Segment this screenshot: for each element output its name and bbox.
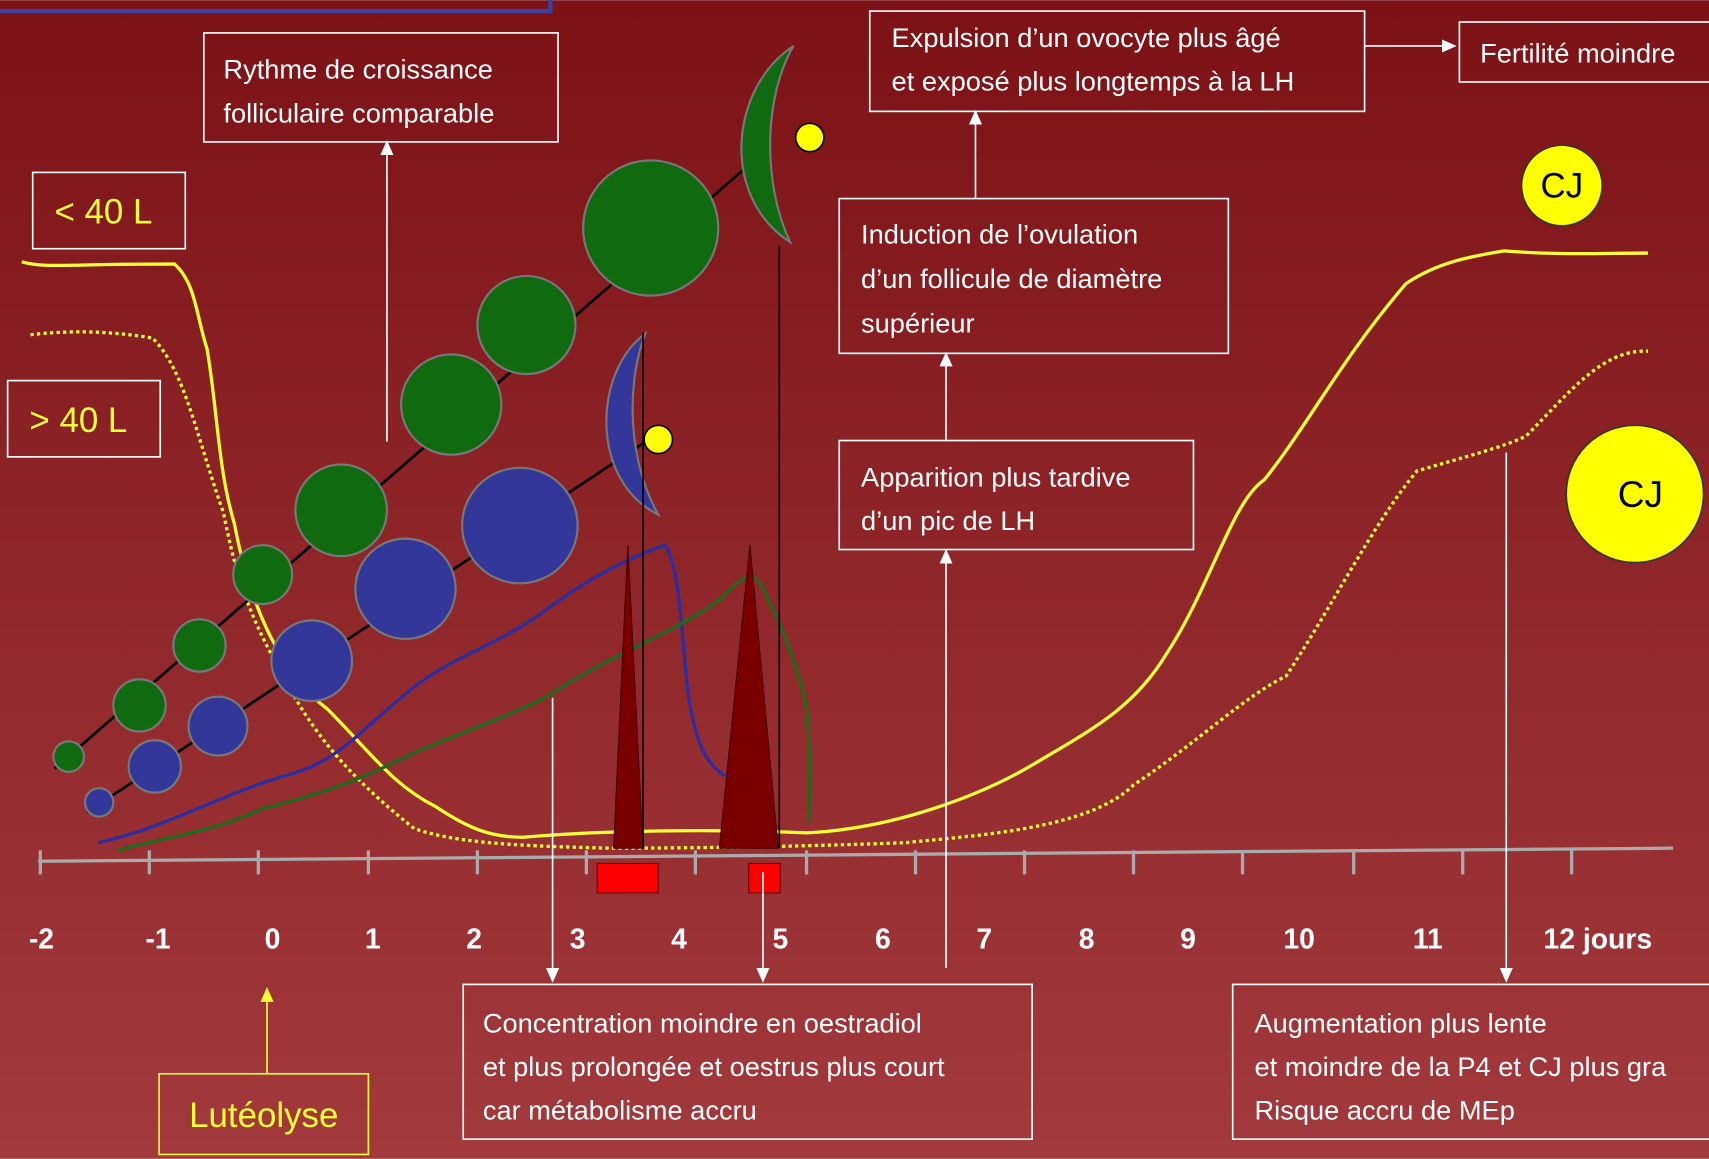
note-text: d’un pic de LH (861, 505, 1035, 536)
axis-label: 3 (570, 923, 586, 955)
notes: Rythme de croissance folliculaire compar… (6, 10, 1709, 1156)
note-text: et exposé plus longtemps à la LH (892, 66, 1295, 97)
axis-label: 7 (976, 923, 992, 955)
note-text: folliculaire comparable (223, 97, 494, 128)
note-text: d’un follicule de diamètre (861, 263, 1162, 294)
green-follicles (52, 45, 795, 773)
note-text: Expulsion d’un ovocyte plus âgé (892, 22, 1281, 53)
note-box (868, 10, 1366, 113)
axis-label: 10 (1283, 923, 1315, 955)
axis-label: 6 (875, 923, 891, 955)
axis-label: 0 (265, 923, 281, 955)
frame (0, 0, 553, 14)
group-label: < 40 L (54, 193, 152, 232)
note-box (1458, 21, 1709, 83)
note-text: et plus prolongée et oestrus plus court (483, 1051, 945, 1082)
axis-label: 2 (466, 923, 482, 955)
blue-follicles (83, 330, 661, 818)
axis-label: 9 (1180, 923, 1196, 955)
note-box (462, 983, 1033, 1140)
note-text: Concentration moindre en oestradiol (483, 1007, 922, 1038)
axis-label: 5 (773, 923, 789, 955)
cj-label: CJ (1618, 473, 1663, 515)
note-box (1231, 983, 1709, 1140)
lh-peaks (596, 245, 781, 894)
corpus-luteum (1520, 144, 1604, 227)
follicles (52, 45, 825, 818)
axis-label: 11 (1413, 923, 1443, 955)
estrus-bar (596, 862, 659, 894)
axis-label: 12 jours (1544, 923, 1653, 955)
axis-label: -1 (145, 923, 170, 955)
axis-labels: -2 -1 0 1 2 3 4 5 6 7 8 9 10 11 12 jours (29, 923, 1652, 955)
p4-curve-large (30, 330, 1649, 850)
note-text: supérieur (861, 308, 975, 339)
note-text: Induction de l’ovulation (861, 218, 1138, 249)
axis-label: 4 (671, 923, 687, 955)
lh-peak (613, 545, 644, 849)
note-text: Augmentation plus lente (1255, 1007, 1547, 1038)
oocyte (794, 122, 825, 153)
cj-label: CJ (1541, 166, 1584, 205)
note-box (838, 439, 1195, 551)
estradiol-curve-large (97, 543, 726, 845)
note-text: Risque accru de MEp (1255, 1095, 1515, 1126)
time-axis (38, 846, 1674, 875)
group-label: > 40 L (29, 401, 127, 440)
estradiol-curve-small (117, 575, 812, 852)
note-box (202, 32, 559, 143)
note-text: et moindre de la P4 et CJ plus gra (1255, 1051, 1668, 1082)
note-text: Fertilité moindre (1480, 37, 1675, 68)
oocyte (643, 424, 674, 455)
group-box (6, 379, 162, 458)
note-text: car métabolisme accru (483, 1095, 757, 1126)
lh-peak (718, 545, 779, 849)
luteolysis-box (158, 1072, 370, 1156)
estrus-bar (748, 862, 781, 894)
note-text: Rythme de croissance (223, 54, 492, 85)
luteolysis-label: Lutéolyse (189, 1096, 338, 1135)
group-box (31, 171, 187, 250)
axis-label: 1 (365, 923, 381, 955)
axis-label: -2 (29, 923, 54, 955)
corpus-luteum (1565, 424, 1705, 564)
axis-label: 8 (1079, 923, 1095, 955)
note-box (838, 197, 1230, 355)
note-text: Apparition plus tardive (861, 461, 1130, 492)
arrows (260, 39, 1513, 1074)
